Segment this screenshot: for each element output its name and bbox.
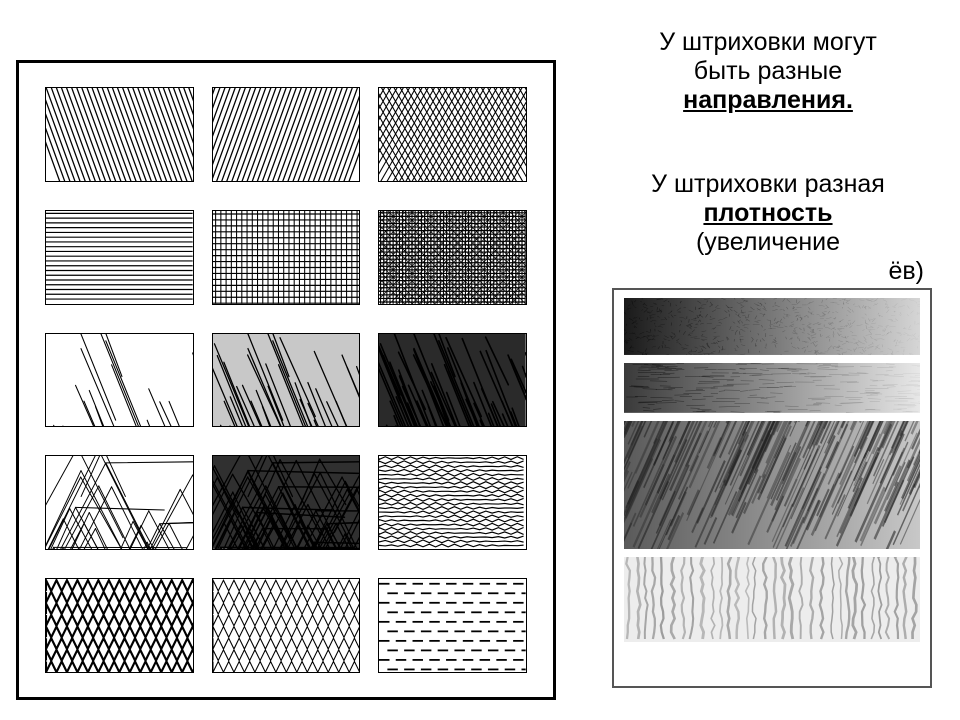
hatching-swatch-r5c3 [378,578,527,673]
gradient-row-g1 [624,298,920,355]
text-line-emphasis: плотность [588,199,948,228]
text-line: (увеличение [588,228,948,257]
gradient-row-g4 [624,557,920,642]
hatching-swatch-r4c2 [212,455,361,550]
hatching-swatch-r4c1 [45,455,194,550]
hatching-swatch-r2c1 [45,210,194,305]
hatching-swatch-grid [16,60,556,700]
text-directions: У штриховки могут быть разные направлени… [588,28,948,115]
hatching-swatch-r1c2 [212,87,361,182]
text-density: У штриховки разная плотность (увеличение… [588,170,948,286]
hatching-swatch-r4c3 [378,455,527,550]
hatching-swatch-r3c1 [45,333,194,428]
text-line: У штриховки разная [588,170,948,199]
hatching-swatch-r1c3 [378,87,527,182]
density-gradient-panel [612,288,932,688]
text-line-emphasis: направления. [588,86,948,115]
hatching-swatch-r2c3 [378,210,527,305]
text-line: У штриховки могут [588,28,948,57]
hatching-swatch-r5c2 [212,578,361,673]
gradient-row-g2 [624,363,920,413]
hatching-swatch-r3c3 [378,333,527,428]
hatching-swatch-r5c1 [45,578,194,673]
gradient-row-g3 [624,421,920,549]
text-line: быть разные [588,57,948,86]
hatching-swatch-r1c1 [45,87,194,182]
hatching-swatch-r2c2 [212,210,361,305]
hatching-swatch-r3c2 [212,333,361,428]
text-line-partial: ёв) [588,257,948,286]
